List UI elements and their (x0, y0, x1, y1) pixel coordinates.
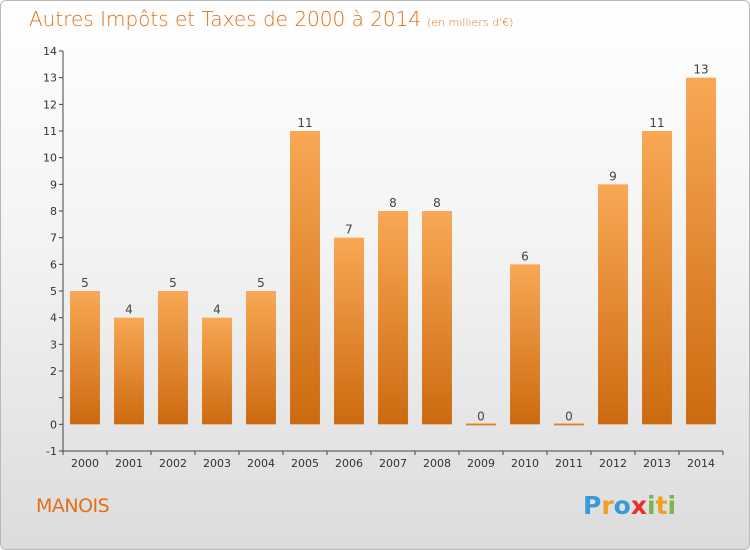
bar (554, 423, 584, 426)
x-tick-label: 2008 (423, 457, 451, 470)
bar-value-label: 5 (169, 276, 177, 290)
bar-value-label: 5 (257, 276, 265, 290)
y-tick-label: 3 (50, 338, 57, 351)
y-tick-label: 10 (43, 152, 57, 165)
x-tick-label: 2000 (71, 457, 99, 470)
x-tick-label: 2001 (115, 457, 143, 470)
bar (70, 291, 100, 425)
chart-title-text: Autres Impôts et Taxes de 2000 à 2014 (29, 7, 422, 31)
logo-letter: o (613, 491, 631, 520)
y-tick-label: 7 (50, 232, 57, 245)
bar (466, 423, 496, 426)
x-tick-label: 2014 (687, 457, 715, 470)
bar-value-label: 13 (693, 63, 708, 77)
bar (642, 131, 672, 425)
y-tick-label: -1 (46, 445, 57, 458)
y-tick-label: 9 (50, 178, 57, 191)
bar-value-label: 11 (297, 116, 312, 130)
bar (422, 211, 452, 425)
logo-letter: r (601, 491, 614, 520)
bar-value-label: 8 (389, 196, 397, 210)
x-tick-label: 2013 (643, 457, 671, 470)
logo-letter: i (667, 491, 677, 520)
bar (598, 184, 628, 425)
bar-value-label: 4 (213, 303, 221, 317)
chart-subtitle: (en milliers d'€) (427, 16, 514, 29)
y-tick-label: 12 (43, 98, 57, 111)
x-tick-label: 2004 (247, 457, 275, 470)
logo-letter: i (647, 491, 656, 520)
bar-value-label: 0 (477, 409, 485, 423)
y-tick-label: 13 (43, 72, 57, 85)
bar (246, 291, 276, 425)
y-tick-label: 6 (50, 258, 57, 271)
bar (686, 77, 716, 425)
bar (202, 317, 232, 425)
y-tick-label: 11 (43, 125, 57, 138)
bar (114, 317, 144, 425)
x-tick-label: 2007 (379, 457, 407, 470)
bar (290, 131, 320, 425)
bar-value-label: 5 (81, 276, 89, 290)
bar (510, 264, 540, 425)
y-tick-label: 4 (50, 312, 57, 325)
logo-letter: t (655, 491, 668, 520)
bar-value-label: 0 (565, 409, 573, 423)
x-tick-label: 2012 (599, 457, 627, 470)
y-tick-label: 0 (50, 418, 57, 431)
logo-letter: x (630, 491, 647, 520)
x-tick-label: 2011 (555, 457, 583, 470)
bar (378, 211, 408, 425)
chart-title: Autres Impôts et Taxes de 2000 à 2014 (en… (29, 7, 513, 31)
x-tick-label: 2005 (291, 457, 319, 470)
bar (158, 291, 188, 425)
bar-value-label: 11 (649, 116, 664, 130)
y-tick-label: 14 (43, 45, 57, 58)
bar-value-label: 9 (609, 169, 617, 183)
y-tick-label: 8 (50, 205, 57, 218)
x-tick-label: 2010 (511, 457, 539, 470)
commune-name: MANOIS (36, 495, 110, 517)
bar (334, 237, 364, 425)
y-tick-label: 2 (50, 365, 57, 378)
bar-value-label: 8 (433, 196, 441, 210)
x-tick-label: 2003 (203, 457, 231, 470)
y-tick-label: 5 (50, 285, 57, 298)
proxiti-logo: Proxiti (583, 491, 676, 520)
bar-value-label: 6 (521, 249, 529, 263)
x-tick-label: 2002 (159, 457, 187, 470)
bar-value-label: 4 (125, 303, 133, 317)
x-tick-label: 2009 (467, 457, 495, 470)
x-tick-label: 2006 (335, 457, 363, 470)
logo-letter: P (583, 491, 602, 520)
bar-value-label: 7 (345, 223, 353, 237)
